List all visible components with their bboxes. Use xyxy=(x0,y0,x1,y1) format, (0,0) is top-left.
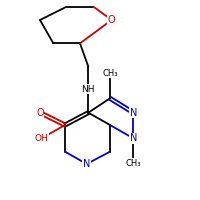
Text: N: N xyxy=(83,159,90,169)
Text: N: N xyxy=(130,133,137,143)
Text: N: N xyxy=(130,108,137,118)
Text: CH₃: CH₃ xyxy=(102,69,118,78)
Text: CH₃: CH₃ xyxy=(126,159,141,168)
Text: OH: OH xyxy=(35,134,49,143)
Text: O: O xyxy=(108,15,115,25)
Text: O: O xyxy=(36,108,44,118)
Text: NH: NH xyxy=(82,85,95,94)
